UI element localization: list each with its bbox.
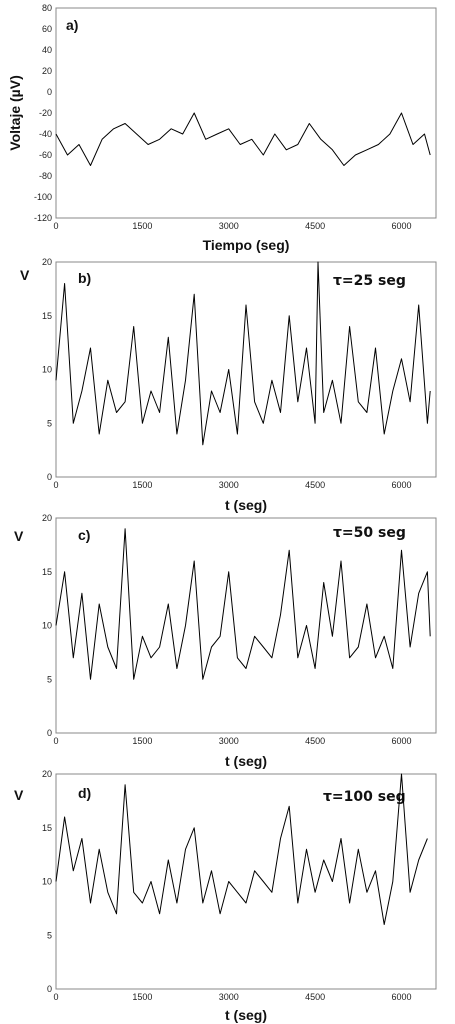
chart-d-panel-label: d) <box>78 785 91 801</box>
chart-a-xlabel: Tiempo (seg) <box>203 237 290 253</box>
chart-a-ytick-label: 20 <box>42 66 52 76</box>
chart-d-xtick-label: 3000 <box>219 992 239 1002</box>
chart-d-tau-label: τ=100 seg <box>323 789 406 805</box>
chart-d-ytick-label: 20 <box>42 769 52 779</box>
chart-d-series-line <box>55 773 428 925</box>
chart-c-ytick-label: 5 <box>47 674 52 684</box>
chart-a-ytick-label: -80 <box>39 171 52 181</box>
chart-c-xticks: 0 1500 3000 4500 6000 <box>53 736 411 746</box>
chart-b-ytick-label: 15 <box>42 311 52 321</box>
chart-c-yticks: 20 15 10 5 0 <box>42 513 52 738</box>
chart-a-xtick-label: 1500 <box>132 221 152 231</box>
chart-b-tau-label: τ=25 seg <box>333 273 406 289</box>
chart-a-ytick-label: -40 <box>39 129 52 139</box>
chart-c: V c) τ=50 seg t (seg) 0 1500 3000 4500 6000 … <box>14 513 437 769</box>
chart-d-xtick-label: 1500 <box>132 992 152 1002</box>
chart-a-ylabel: Voltaje (µV) <box>7 75 23 150</box>
chart-b-xtick-label: 6000 <box>391 480 411 490</box>
chart-b-series-line <box>55 261 431 446</box>
chart-c-xtick-label: 3000 <box>219 736 239 746</box>
chart-b-ytick-label: 0 <box>47 472 52 482</box>
chart-c-ylabel: V <box>14 528 24 544</box>
chart-b-xtick-label: 0 <box>53 480 58 490</box>
chart-b-xtick-label: 3000 <box>219 480 239 490</box>
chart-d-xtick-label: 6000 <box>391 992 411 1002</box>
chart-d-ytick-label: 15 <box>42 823 52 833</box>
chart-d-xticks: 0 1500 3000 4500 6000 <box>53 992 411 1002</box>
chart-a-xtick-label: 3000 <box>219 221 239 231</box>
chart-b-frame <box>55 261 437 478</box>
chart-a-ytick-label: 80 <box>42 3 52 13</box>
chart-b-xlabel: t (seg) <box>225 497 267 513</box>
chart-b-xticks: 0 1500 3000 4500 6000 <box>53 480 411 490</box>
chart-c-ytick-label: 10 <box>42 621 52 631</box>
chart-d: V d) τ=100 seg t (seg) 0 1500 3000 4500 6000… <box>14 769 437 1023</box>
chart-b: V b) τ=25 seg t (seg) 0 1500 3000 4500 6000 … <box>20 257 437 513</box>
chart-a-xtick-label: 6000 <box>391 221 411 231</box>
chart-d-frame <box>55 773 437 990</box>
chart-d-ytick-label: 10 <box>42 877 52 887</box>
chart-b-panel-label: b) <box>78 270 91 286</box>
chart-d-ytick-label: 5 <box>47 930 52 940</box>
chart-c-xlabel: t (seg) <box>225 753 267 769</box>
chart-d-xtick-label: 4500 <box>305 992 325 1002</box>
chart-a-series-line <box>55 112 431 166</box>
chart-b-xtick-label: 4500 <box>305 480 325 490</box>
chart-c-xtick-label: 1500 <box>132 736 152 746</box>
chart-a-ytick-label: -60 <box>39 150 52 160</box>
chart-a-ytick-label: 40 <box>42 45 52 55</box>
chart-a-ytick-label: -100 <box>34 192 52 202</box>
chart-a-frame <box>55 7 437 219</box>
chart-a-xtick-label: 0 <box>53 221 58 231</box>
chart-a-yticks: 80 60 40 20 0 -20 -40 -60 -80 -100 -120 <box>34 3 52 223</box>
chart-b-yticks: 20 15 10 5 0 <box>42 257 52 482</box>
chart-a-ytick-label: -20 <box>39 108 52 118</box>
chart-a-xtick-label: 4500 <box>305 221 325 231</box>
chart-d-ylabel: V <box>14 787 24 803</box>
chart-c-tau-label: τ=50 seg <box>333 525 406 541</box>
chart-c-series-line <box>55 528 431 680</box>
chart-a: a) Tiempo (seg) Voltaje (µV) 0 1500 3000 45… <box>7 3 437 253</box>
chart-c-ytick-label: 15 <box>42 567 52 577</box>
chart-b-ytick-label: 5 <box>47 418 52 428</box>
chart-a-ytick-label: -120 <box>34 213 52 223</box>
chart-a-ytick-label: 0 <box>47 87 52 97</box>
chart-c-xtick-label: 4500 <box>305 736 325 746</box>
chart-a-xticks: 0 1500 3000 4500 6000 <box>53 221 411 231</box>
chart-b-ytick-label: 20 <box>42 257 52 267</box>
chart-b-ytick-label: 10 <box>42 365 52 375</box>
chart-a-ytick-label: 60 <box>42 24 52 34</box>
chart-d-yticks: 20 15 10 5 0 <box>42 769 52 994</box>
chart-c-xtick-label: 6000 <box>391 736 411 746</box>
chart-c-ytick-label: 20 <box>42 513 52 523</box>
chart-d-xtick-label: 0 <box>53 992 58 1002</box>
chart-c-xtick-label: 0 <box>53 736 58 746</box>
chart-d-xlabel: t (seg) <box>225 1007 267 1023</box>
chart-c-frame <box>55 517 437 734</box>
chart-d-ytick-label: 0 <box>47 984 52 994</box>
chart-c-ytick-label: 0 <box>47 728 52 738</box>
chart-b-ylabel: V <box>20 267 30 283</box>
chart-b-xtick-label: 1500 <box>132 480 152 490</box>
chart-c-panel-label: c) <box>78 527 90 543</box>
chart-a-panel-label: a) <box>66 17 78 33</box>
